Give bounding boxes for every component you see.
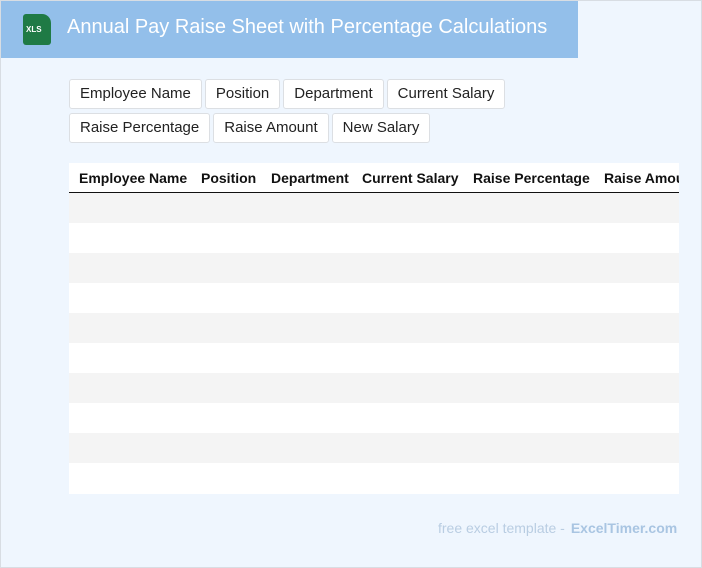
row [69,253,679,283]
row [69,223,679,253]
column-header: Raise Amount [604,170,679,186]
column-button[interactable]: Raise Percentage [69,113,211,143]
column-buttons: Employee Name Position Department Current S… [69,79,649,143]
footer: free excel template - ExcelTimer.com [438,520,677,536]
column-header: Current Salary [362,170,459,186]
row [69,313,679,343]
row [69,343,679,373]
row [69,433,679,463]
column-header: Employee Name [79,170,188,186]
column-button[interactable]: Employee Name [69,79,202,109]
column-button[interactable]: Current Salary [386,79,506,109]
title: Annual Pay Raise Sheet with Percentage C… [67,16,548,38]
column-button[interactable]: Raise Amount [213,113,329,143]
row [69,403,679,433]
icon-label: XLS [26,25,42,34]
column-button[interactable]: New Salary [331,113,431,143]
footer-text: free excel template - [438,520,565,536]
row [69,373,679,403]
row [69,463,679,493]
footer-link[interactable]: ExcelTimer.com [570,520,678,536]
column-header: Raise Percentage [473,170,590,186]
row [69,193,679,223]
column-header: Department [271,170,349,186]
column-button[interactable]: Position [204,79,281,109]
file-icon: XLS [23,14,51,45]
row [69,283,679,313]
table-body [69,193,679,493]
header-bar: XLS Annual Pay Raise Sheet with Percenta… [1,1,578,58]
column-button[interactable]: Department [283,79,384,109]
table-header: Employee Name Position Department Current S… [69,163,679,193]
table: Employee Name Position Department Current S… [69,163,679,494]
column-header: Position [201,170,257,186]
